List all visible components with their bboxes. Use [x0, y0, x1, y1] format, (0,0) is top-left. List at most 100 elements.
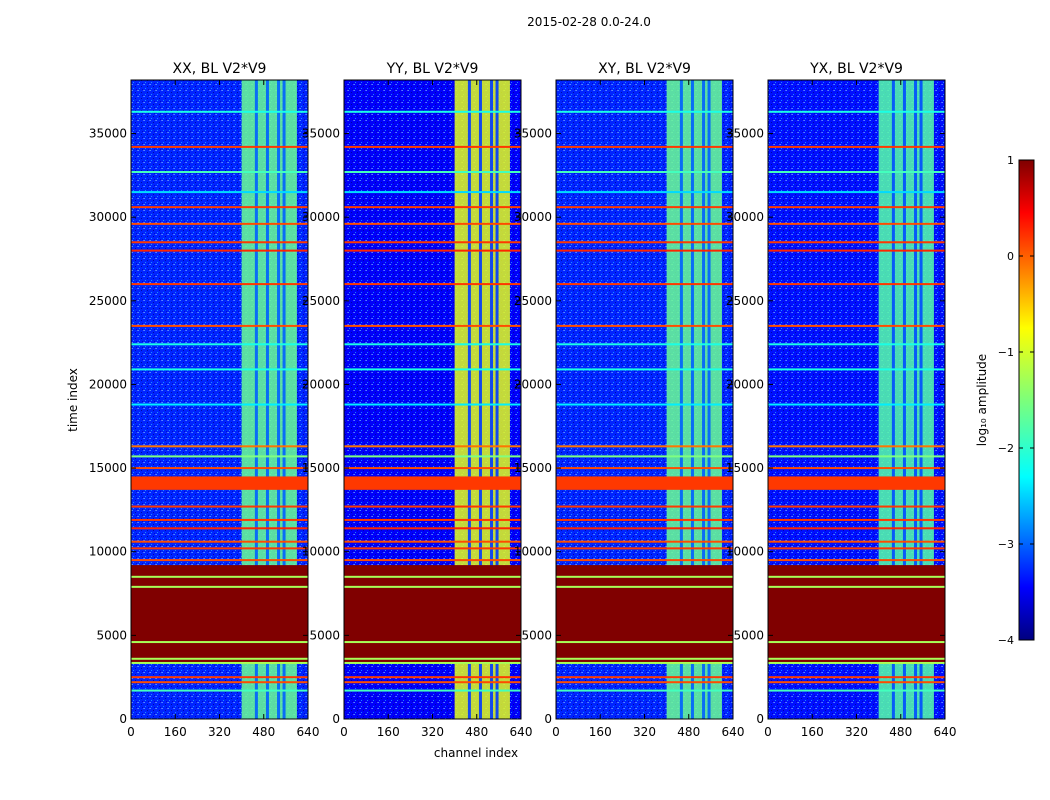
- time-rfi-line: [768, 540, 945, 543]
- flagged-time-block: [131, 565, 308, 664]
- time-rfi-line: [344, 241, 521, 244]
- y-tick-label: 25000: [514, 294, 552, 308]
- time-rfi-line: [768, 661, 945, 664]
- flagged-time-block: [344, 565, 521, 664]
- time-rfi-line: [556, 191, 733, 194]
- time-rfi-line: [344, 547, 521, 550]
- time-rfi-line: [556, 222, 733, 225]
- y-tick-label: 20000: [302, 377, 340, 391]
- time-rfi-line: [768, 368, 945, 371]
- time-rfi-line: [344, 641, 521, 644]
- panel-1: XX, BL V2*V9 0 160 320 480 640 0 5000 10000 15000…: [89, 61, 320, 739]
- time-rfi-line: [556, 403, 733, 406]
- x-tick-label: 320: [208, 725, 231, 739]
- y-tick-label: 5000: [309, 628, 340, 642]
- colorbar-tick-label: −3: [998, 538, 1014, 551]
- time-rfi-line: [768, 455, 945, 458]
- time-rfi-line: [768, 222, 945, 225]
- time-rfi-line: [131, 681, 308, 684]
- time-rfi-line: [131, 110, 308, 113]
- time-rfi-line: [768, 110, 945, 113]
- time-rfi-line: [768, 689, 945, 692]
- time-rfi-line: [131, 145, 308, 148]
- time-rfi-line: [131, 368, 308, 371]
- flagged-time-block: [768, 565, 945, 664]
- y-tick-label: 20000: [726, 377, 764, 391]
- time-rfi-line: [556, 110, 733, 113]
- time-rfi-line: [344, 681, 521, 684]
- band-gap: [467, 80, 471, 719]
- y-tick-label: 10000: [302, 545, 340, 559]
- x-tick-label: 480: [677, 725, 700, 739]
- y-tick-label: 5000: [733, 628, 764, 642]
- time-rfi-line: [131, 324, 308, 327]
- time-rfi-line: [768, 191, 945, 194]
- time-rfi-line: [131, 206, 308, 209]
- time-rfi-line: [131, 445, 308, 448]
- y-tick-label: 15000: [514, 461, 552, 475]
- colorbar-ticks: 1 0 −1 −2 −3 −4: [998, 154, 1034, 647]
- time-rfi-line: [768, 518, 945, 521]
- time-rfi-line: [131, 575, 308, 578]
- time-rfi-line: [344, 505, 521, 508]
- time-rfi-line: [344, 518, 521, 521]
- time-rfi-line: [131, 455, 308, 458]
- y-tick-label: 20000: [514, 377, 552, 391]
- x-tick-label: 160: [164, 725, 187, 739]
- x-tick-label: 480: [252, 725, 275, 739]
- y-tick-label: 15000: [302, 461, 340, 475]
- y-tick-label: 15000: [726, 461, 764, 475]
- figure-title: 2015-02-28 0.0-24.0: [527, 15, 651, 29]
- time-rfi-line: [556, 467, 733, 470]
- colorbar-gradient: [1018, 159, 1035, 641]
- time-rfi-line: [556, 368, 733, 371]
- time-rfi-line: [556, 445, 733, 448]
- time-rfi-line: [556, 657, 733, 660]
- x-tick-label: 320: [845, 725, 868, 739]
- time-rfi-line: [131, 547, 308, 550]
- band-gap: [679, 80, 683, 719]
- band-gap: [277, 80, 281, 719]
- time-rfi-line: [344, 575, 521, 578]
- time-rfi-line: [768, 527, 945, 530]
- time-rfi-line: [344, 689, 521, 692]
- x-tick-label: 160: [801, 725, 824, 739]
- time-rfi-line: [131, 283, 308, 286]
- time-rfi-line: [768, 676, 945, 679]
- y-tick-label: 10000: [726, 545, 764, 559]
- time-rfi-line: [768, 575, 945, 578]
- time-rfi-line: [344, 145, 521, 148]
- flagged-time-block: [556, 565, 733, 664]
- time-rfi-line: [344, 403, 521, 406]
- y-tick-label: 5000: [96, 628, 127, 642]
- x-tick-label: 640: [722, 725, 745, 739]
- time-rfi-line: [556, 249, 733, 252]
- time-rfi-line: [131, 241, 308, 244]
- time-rfi-line: [344, 585, 521, 588]
- colorbar-label: log₁₀ amplitude: [975, 354, 989, 446]
- time-rfi-line: [344, 467, 521, 470]
- time-rfi-line: [768, 206, 945, 209]
- time-rfi-line: [768, 547, 945, 550]
- y-tick-label: 25000: [89, 294, 127, 308]
- time-rfi-line: [344, 222, 521, 225]
- time-rfi-line: [556, 171, 733, 174]
- time-rfi-line: [131, 657, 308, 660]
- panel-title: YX, BL V2*V9: [809, 61, 903, 77]
- band-gap: [707, 80, 711, 719]
- panel-title: YY, BL V2*V9: [386, 61, 479, 77]
- time-rfi-line: [768, 445, 945, 448]
- time-rfi-line: [131, 249, 308, 252]
- time-rfi-line: [556, 547, 733, 550]
- time-rfi-line: [344, 206, 521, 209]
- time-rfi-line: [344, 661, 521, 664]
- panel-3: XY, BL V2*V9 0 160 320 480 640 0 5000 10000 15000…: [514, 61, 745, 739]
- time-rfi-line: [344, 368, 521, 371]
- band-gap: [490, 80, 494, 719]
- y-tick-label: 35000: [302, 127, 340, 141]
- y-tick-label: 0: [544, 712, 552, 726]
- time-rfi-line: [344, 540, 521, 543]
- time-rfi-line: [131, 343, 308, 346]
- band-gap: [254, 80, 258, 719]
